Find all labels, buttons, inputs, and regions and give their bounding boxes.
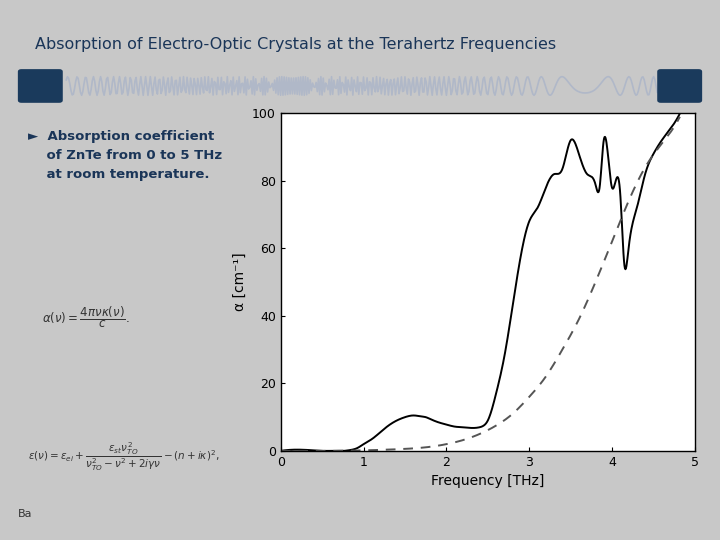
Text: Absorption of Electro-Optic Crystals at the Terahertz Frequencies: Absorption of Electro-Optic Crystals at … xyxy=(35,37,557,52)
Text: $\epsilon(\nu) = \epsilon_{ei} + \dfrac{\epsilon_{st}\nu_{TO}^2}{\nu_{TO}^2 - \n: $\epsilon(\nu) = \epsilon_{ei} + \dfrac{… xyxy=(28,440,220,473)
FancyBboxPatch shape xyxy=(657,69,702,103)
X-axis label: Frequency [THz]: Frequency [THz] xyxy=(431,474,544,488)
FancyBboxPatch shape xyxy=(18,69,63,103)
Text: ►  Absorption coefficient
    of ZnTe from 0 to 5 THz
    at room temperature.: ► Absorption coefficient of ZnTe from 0 … xyxy=(28,130,222,181)
Y-axis label: α [cm⁻¹]: α [cm⁻¹] xyxy=(233,253,246,312)
Text: Ba: Ba xyxy=(18,509,32,519)
Text: $\alpha(\nu) = \dfrac{4\pi\nu\kappa(\nu)}{c}.$: $\alpha(\nu) = \dfrac{4\pi\nu\kappa(\nu)… xyxy=(42,304,130,329)
